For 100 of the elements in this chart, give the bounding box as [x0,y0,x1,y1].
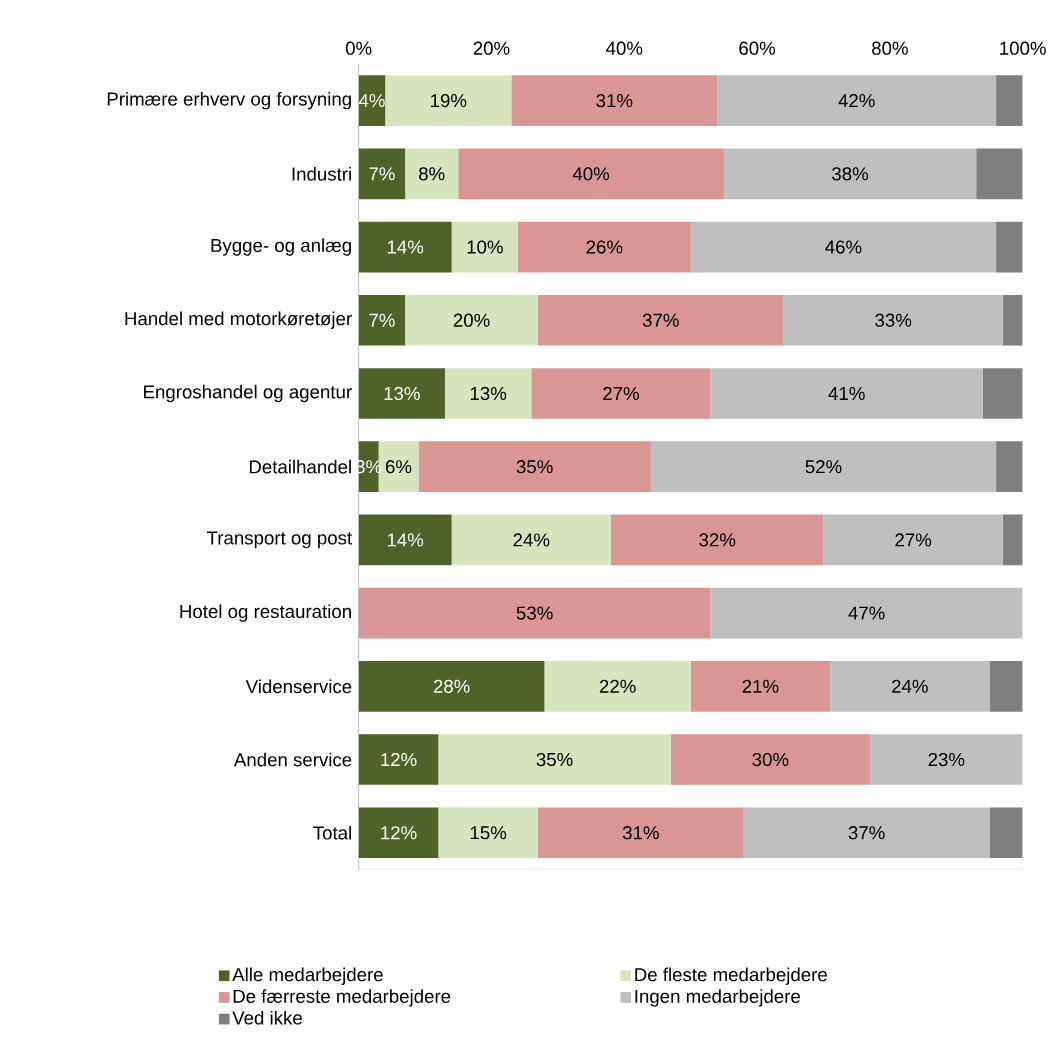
legend-label: De færreste medarbejdere [233,989,451,1007]
data-label: 22% [599,679,636,694]
bar [783,295,1003,346]
bar [723,148,977,200]
bar [670,734,870,786]
data-label: 14% [387,533,424,547]
bar [405,295,538,346]
bar [358,734,439,786]
x-tick-label: 100% [1000,41,1046,56]
bar [511,75,718,127]
data-label: 53% [516,606,553,620]
x-tick-label: 40% [606,41,643,56]
data-label: 33% [875,313,912,328]
data-label: 35% [516,460,553,474]
bar [531,368,711,419]
bar [610,514,824,566]
data-label: 27% [603,387,639,401]
y-tick-label: Hotel og restauration [180,604,351,622]
bar [989,661,1023,712]
bar [537,807,744,859]
data-label: 31% [622,826,659,840]
x-tick-label: 0% [345,41,372,56]
y-tick-label: Transport og post [206,531,353,549]
data-label: 32% [699,533,736,547]
y-tick-label: Engroshandel og agentur [144,384,352,403]
bar [418,441,651,493]
data-label: 38% [832,167,869,181]
legend-label: Ved ikke [232,1011,302,1025]
bar [451,221,519,273]
bar [385,75,512,127]
bar [405,148,459,200]
data-label: 40% [572,167,610,181]
data-label: 24% [513,533,550,547]
bar [358,148,406,200]
bar [451,514,611,566]
bar [1002,295,1023,346]
bar [982,368,1023,419]
data-label: 37% [642,313,679,328]
data-label: 21% [742,679,779,694]
data-label: 10% [467,240,503,254]
data-label: 28% [433,679,470,694]
bar [996,75,1023,127]
bar [996,221,1023,273]
bar [823,514,1003,566]
data-label: 14% [387,240,424,254]
bar [358,587,711,639]
data-label: 12% [381,826,417,840]
data-label: 24% [892,679,928,694]
data-label: 13% [470,386,507,401]
data-label: 37% [848,826,885,840]
bar [438,807,538,859]
bar [976,148,1023,200]
data-label: 7% [369,167,395,181]
x-tick-label: 20% [473,41,510,56]
data-label: 19% [431,94,467,108]
data-label: 27% [895,533,932,547]
bar [358,221,452,273]
data-label: 15% [470,826,507,840]
data-label: 6% [385,460,412,474]
data-label: 7% [369,313,395,327]
bar [537,295,784,346]
bar [989,807,1023,859]
x-tick-label: 80% [872,41,908,56]
data-label: 23% [928,753,965,767]
legend-label: Alle medarbejdere [232,967,383,986]
bar [544,661,691,712]
bar [358,368,445,419]
bar [358,514,452,566]
bar [710,368,983,419]
bar [1002,514,1023,566]
bar [358,807,439,859]
bar [358,661,545,712]
y-tick-label: Bygge- og anlæg [211,238,351,256]
data-label: 26% [586,240,623,254]
bar [444,368,532,419]
bar [358,295,406,346]
bar [358,75,386,127]
data-label: 42% [838,94,875,108]
bar [996,441,1023,493]
data-label: 52% [805,460,842,474]
bar [518,221,691,273]
y-tick-label: Videnservice [245,679,352,694]
y-tick-label: Primære erhverv og forsyning [107,92,351,110]
data-label: 46% [825,240,862,254]
bar [710,587,1023,639]
bar [650,441,997,493]
bar [830,661,990,712]
bar [458,148,724,200]
bar [690,221,997,273]
data-label: 8% [419,167,445,181]
data-label: 20% [453,313,490,328]
data-label: 30% [752,753,789,767]
data-label: 35% [536,753,573,767]
x-tick-label: 60% [739,41,776,56]
bar [690,661,831,712]
data-label: 47% [848,606,885,620]
bar [717,75,997,127]
y-tick-label: Anden service [233,752,352,767]
data-label: 4% [358,94,385,108]
data-label: 12% [381,753,417,767]
